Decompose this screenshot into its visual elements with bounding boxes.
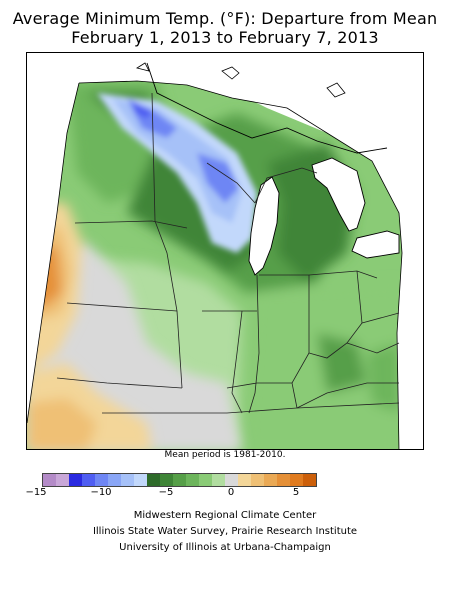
map-panel <box>26 52 424 450</box>
legend-swatch <box>56 474 69 486</box>
legend-swatch <box>95 474 108 486</box>
legend-swatch <box>290 474 303 486</box>
map-title: Average Minimum Temp. (°F): Departure fr… <box>12 9 438 28</box>
legend-swatch <box>160 474 173 486</box>
legend-swatch <box>303 474 316 486</box>
temperature-departure-map <box>27 53 423 449</box>
great-lakes <box>248 157 400 276</box>
legend-swatch <box>43 474 56 486</box>
legend-swatch <box>186 474 199 486</box>
legend-tick-label: −5 <box>158 487 174 498</box>
legend-swatch <box>69 474 82 486</box>
map-date-range: February 1, 2013 to February 7, 2013 <box>71 28 379 47</box>
legend-swatch <box>212 474 225 486</box>
legend-tick-label: 5 <box>292 487 300 498</box>
legend-swatch <box>173 474 186 486</box>
legend-swatch <box>225 474 238 486</box>
legend-swatch <box>264 474 277 486</box>
legend-tick-label: 0 <box>227 487 235 498</box>
lake-islands <box>135 62 346 98</box>
legend-swatch <box>238 474 251 486</box>
legend-swatch <box>147 474 160 486</box>
legend-swatch <box>251 474 264 486</box>
legend-swatch <box>121 474 134 486</box>
legend-swatch <box>134 474 147 486</box>
color-scale-legend <box>42 473 317 487</box>
credit-line-3: University of Illinois at Urbana-Champai… <box>119 542 331 553</box>
legend-swatch <box>277 474 290 486</box>
legend-tick-label: −10 <box>90 487 112 498</box>
credit-line-1: Midwestern Regional Climate Center <box>133 510 317 521</box>
mean-period-note: Mean period is 1981-2010. <box>164 450 286 460</box>
legend-swatch <box>199 474 212 486</box>
legend-swatch <box>108 474 121 486</box>
state-borders <box>56 92 400 414</box>
credit-line-2: Illinois State Water Survey, Prairie Res… <box>92 526 358 537</box>
legend-tick-label: −15 <box>25 487 47 498</box>
legend-swatch <box>82 474 95 486</box>
